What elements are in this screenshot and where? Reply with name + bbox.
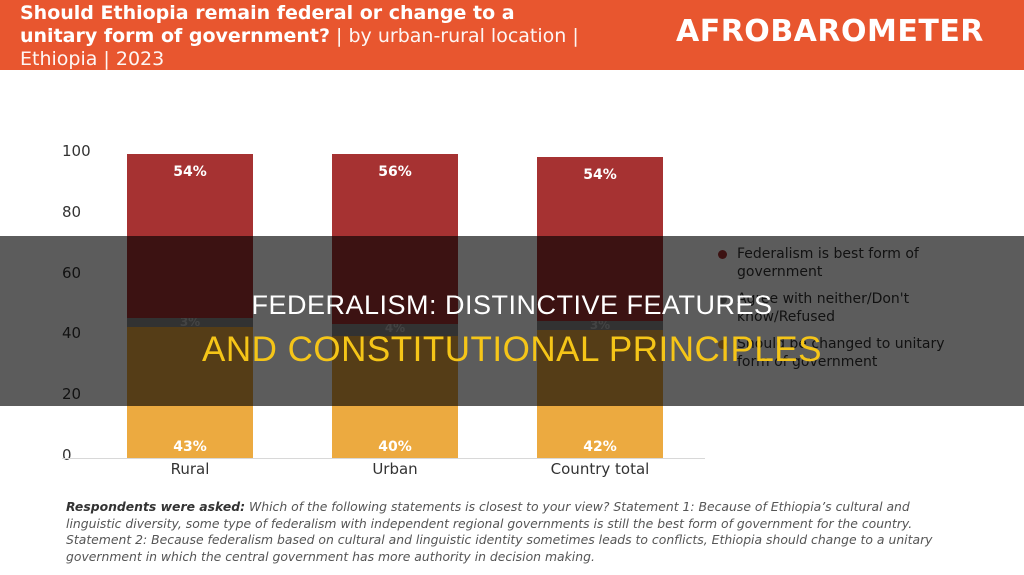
chart-title-question: Should Ethiopia remain federal or change… [20, 2, 515, 47]
chart-footnote: Respondents were asked: Which of the fol… [66, 499, 966, 565]
chart-header: Should Ethiopia remain federal or change… [0, 0, 1024, 70]
bar-value-label: 56% [378, 164, 412, 180]
footnote-text: Which of the following statements is clo… [66, 499, 933, 564]
overlay-title-line1: FEDERALISM: DISTINCTIVE FEATURES [251, 290, 773, 320]
y-axis-tick: 0 [62, 446, 72, 464]
x-axis-category-label: Urban [372, 460, 418, 478]
bar-value-label: 54% [173, 164, 207, 180]
bar-value-label: 40% [378, 438, 412, 455]
bar-value-label: 43% [173, 438, 207, 455]
bar-value-label: 42% [583, 438, 617, 455]
x-axis-category-label: Country total [550, 460, 650, 478]
bar-value-label: 54% [583, 167, 617, 184]
y-axis-tick: 100 [62, 142, 91, 160]
title-overlay-band: FEDERALISM: DISTINCTIVE FEATURES AND CON… [0, 236, 1024, 406]
chart-title: Should Ethiopia remain federal or change… [20, 2, 580, 71]
y-axis-tick: 80 [62, 202, 82, 221]
x-axis-line [62, 458, 705, 459]
footnote-lead: Respondents were asked: [66, 499, 246, 514]
afrobarometer-logo: AFROBAROMETER [676, 14, 984, 49]
chart-title-subtitle: | by urban-rural location | Ethiopia | 2… [20, 25, 579, 70]
x-axis-category-label: Rural [170, 460, 210, 478]
overlay-title-line2: AND CONSTITUTIONAL PRINCIPLES [202, 330, 822, 369]
